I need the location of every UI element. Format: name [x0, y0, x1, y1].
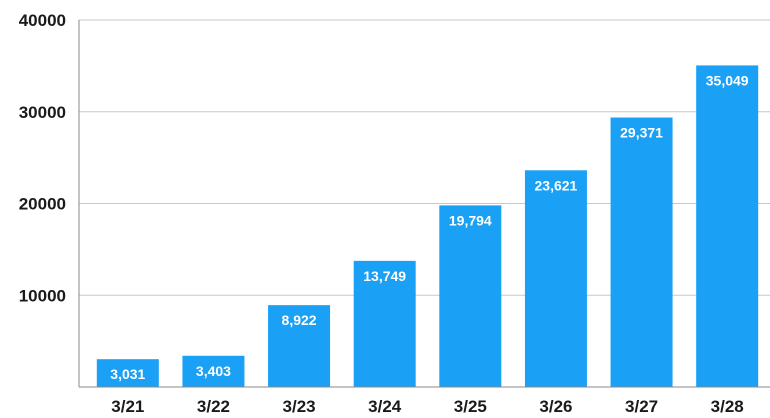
bar-value-label: 23,621 [535, 177, 578, 193]
bars [96, 65, 759, 388]
x-tick-label: 3/27 [625, 397, 658, 416]
bar-value-labels: 3,031 3,403 8,922 13,749 19,794 23,621 29,371 3… [110, 72, 749, 382]
y-tick-label: 20000 [19, 195, 66, 214]
x-tick-label: 3/24 [368, 397, 402, 416]
y-tick-label: 40000 [19, 11, 66, 30]
x-tick-label: 3/22 [197, 397, 230, 416]
x-tick-label: 3/25 [454, 397, 487, 416]
bar-3-27 [610, 117, 673, 388]
bar-value-label: 35,049 [706, 72, 749, 88]
bar-3-21 [96, 359, 159, 387]
bar-value-label: 29,371 [620, 125, 663, 141]
x-tick-label: 3/26 [539, 397, 572, 416]
bar-3-28 [696, 65, 759, 388]
bar-3-23 [268, 305, 331, 387]
x-tick-label: 3/21 [111, 397, 144, 416]
bar-3-26 [524, 170, 587, 387]
y-tick-label: 10000 [19, 286, 66, 305]
bar-value-label: 3,403 [196, 363, 231, 379]
bar-value-label: 19,794 [449, 212, 492, 228]
x-axis-ticks: 3/21 3/22 3/23 3/24 3/25 3/26 3/27 3/28 [111, 397, 743, 416]
y-axis-ticks: 40000 30000 20000 10000 [19, 11, 66, 305]
bar-3-24 [353, 260, 416, 387]
bar-3-25 [439, 205, 502, 387]
bar-3-22 [182, 355, 245, 387]
bar-value-label: 8,922 [282, 312, 317, 328]
y-tick-label: 30000 [19, 103, 66, 122]
bar-value-label: 13,749 [363, 268, 406, 284]
bar-value-label: 3,031 [110, 366, 145, 382]
x-tick-label: 3/23 [283, 397, 316, 416]
x-tick-label: 3/28 [711, 397, 744, 416]
